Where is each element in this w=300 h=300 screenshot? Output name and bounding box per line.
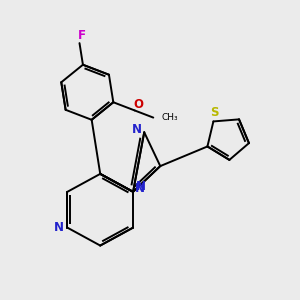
Text: N: N xyxy=(135,182,145,195)
Text: S: S xyxy=(210,106,219,119)
Text: O: O xyxy=(134,98,144,111)
Text: N: N xyxy=(53,221,63,234)
Text: CH₃: CH₃ xyxy=(161,113,178,122)
Text: N: N xyxy=(132,123,142,136)
Text: N: N xyxy=(136,180,146,193)
Text: F: F xyxy=(77,29,86,42)
